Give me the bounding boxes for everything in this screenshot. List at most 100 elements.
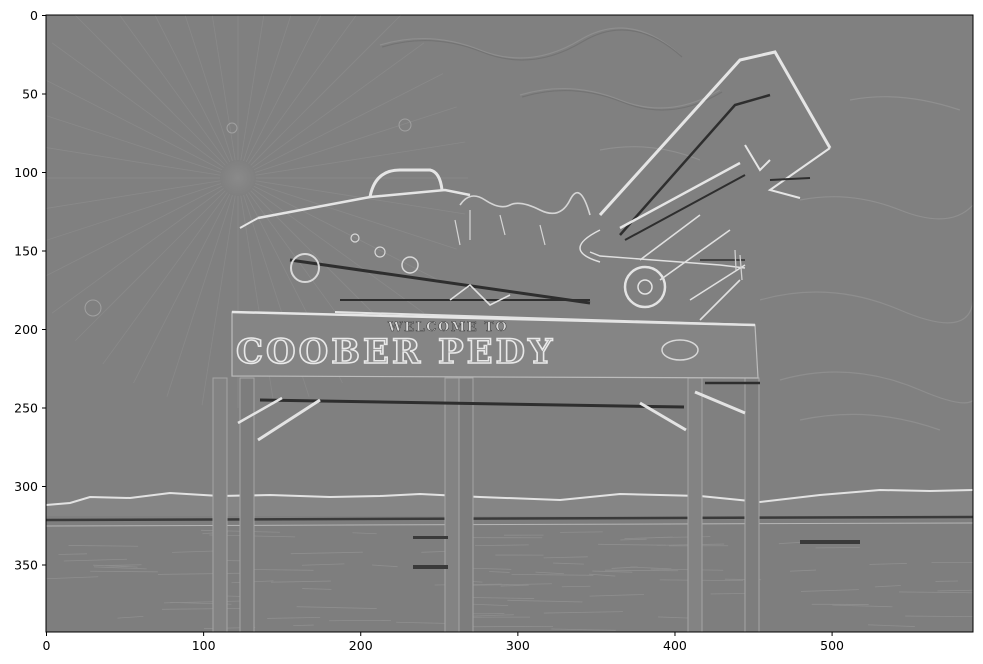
ground-streak	[507, 599, 583, 603]
ground-streak	[245, 568, 314, 571]
ground-streak	[543, 556, 588, 559]
sun-ray	[237, 177, 457, 250]
ground-streak	[620, 538, 647, 541]
ground-streak	[624, 536, 673, 540]
y-axis: 0 50 100 150 200 250 300 350	[14, 8, 46, 572]
axes-frame	[45, 14, 974, 633]
y-tick-label: 150	[14, 243, 38, 258]
sun-ray	[211, 15, 239, 179]
ground-streak	[352, 532, 377, 535]
ground-streak	[650, 568, 724, 571]
ground-streak	[535, 571, 565, 575]
sign-logo	[661, 339, 699, 361]
sun-ray	[237, 15, 322, 179]
sun	[220, 160, 256, 196]
ground-streak	[588, 573, 616, 577]
sun-ray	[102, 177, 239, 365]
ground-streak	[58, 553, 88, 555]
sun-ray	[75, 177, 239, 341]
x-tick-label: 500	[820, 638, 844, 653]
sun-ray	[184, 15, 239, 179]
sun-ray	[237, 15, 292, 179]
sun-ray	[237, 42, 425, 179]
ground-streak	[543, 611, 623, 614]
ground-streak	[869, 563, 907, 565]
sun-ray	[201, 177, 239, 406]
ground-streak	[553, 562, 584, 565]
sun-rays	[46, 15, 468, 408]
ground-streak	[604, 569, 679, 572]
ground-streak	[105, 564, 142, 566]
ground-streak	[899, 591, 973, 594]
sun-ray	[237, 73, 444, 179]
ground-streak	[489, 571, 510, 573]
ground-streak	[937, 589, 973, 592]
sign-posts	[212, 377, 860, 632]
ground-streak	[551, 628, 616, 631]
sign-board: WELCOME TO COOBER PEDY	[231, 310, 759, 379]
sun-ray	[237, 15, 357, 179]
sun-ray	[46, 79, 239, 179]
ground-streak	[801, 589, 859, 592]
ground-streak	[301, 563, 345, 566]
ground-streak	[589, 594, 645, 597]
x-tick-label: 200	[349, 638, 373, 653]
ground-streak	[117, 615, 144, 619]
ground-streak	[832, 604, 893, 608]
ground-streak	[468, 583, 552, 586]
sun-ray	[237, 106, 457, 179]
y-tick-label: 250	[14, 400, 38, 415]
x-tick-label: 100	[192, 638, 216, 653]
ground-streak	[63, 558, 127, 562]
ground-streak	[868, 624, 915, 627]
sun-ray	[75, 15, 239, 179]
ground-streak	[267, 616, 321, 619]
ground	[46, 488, 973, 632]
ground-streak	[371, 564, 398, 568]
sun-ray	[46, 177, 239, 277]
ground-streak	[500, 584, 529, 587]
ground-streak	[511, 574, 594, 576]
ground-streak	[560, 531, 603, 533]
ground-streak	[874, 585, 901, 588]
ground-streak	[592, 570, 633, 573]
y-tick-label: 100	[14, 165, 38, 180]
ground-streak	[90, 570, 158, 573]
ground-streak	[293, 624, 314, 627]
sun-ray	[154, 15, 239, 179]
sun-ray	[237, 177, 466, 215]
ground-streak	[68, 545, 139, 547]
sun-ray	[237, 141, 466, 179]
y-tick-label: 0	[30, 8, 38, 23]
ground-streak	[157, 572, 245, 575]
ground-streak	[270, 580, 331, 583]
spots	[84, 118, 412, 317]
sun-ray	[237, 177, 425, 314]
ground-streak	[290, 551, 363, 555]
sun-ray	[119, 15, 239, 179]
y-tick-label: 300	[14, 479, 38, 494]
sun-ray	[237, 15, 265, 179]
sun-ray	[133, 177, 239, 384]
ground-streak	[474, 544, 529, 547]
sun-ray	[51, 42, 239, 179]
ground-streak	[790, 569, 817, 572]
sun-ray	[51, 177, 239, 314]
ground-streak	[93, 564, 138, 568]
y-tick-label: 50	[22, 86, 38, 101]
sun-ray	[166, 177, 239, 397]
sun-ray	[46, 147, 239, 179]
y-tick-label: 200	[14, 322, 38, 337]
y-tick-label: 350	[14, 557, 38, 572]
image-area: WELCOME TO COOBER PEDY	[46, 15, 973, 632]
ground-streak	[161, 607, 245, 610]
ground-streak	[302, 588, 332, 590]
ground-streak	[46, 576, 99, 580]
x-tick-label: 0	[43, 638, 51, 653]
ground-streak	[905, 615, 973, 618]
ground-streak	[630, 566, 672, 570]
x-tick-label: 300	[506, 638, 530, 653]
mining-machine	[239, 50, 832, 326]
sign-small-text: WELCOME TO	[387, 320, 508, 335]
